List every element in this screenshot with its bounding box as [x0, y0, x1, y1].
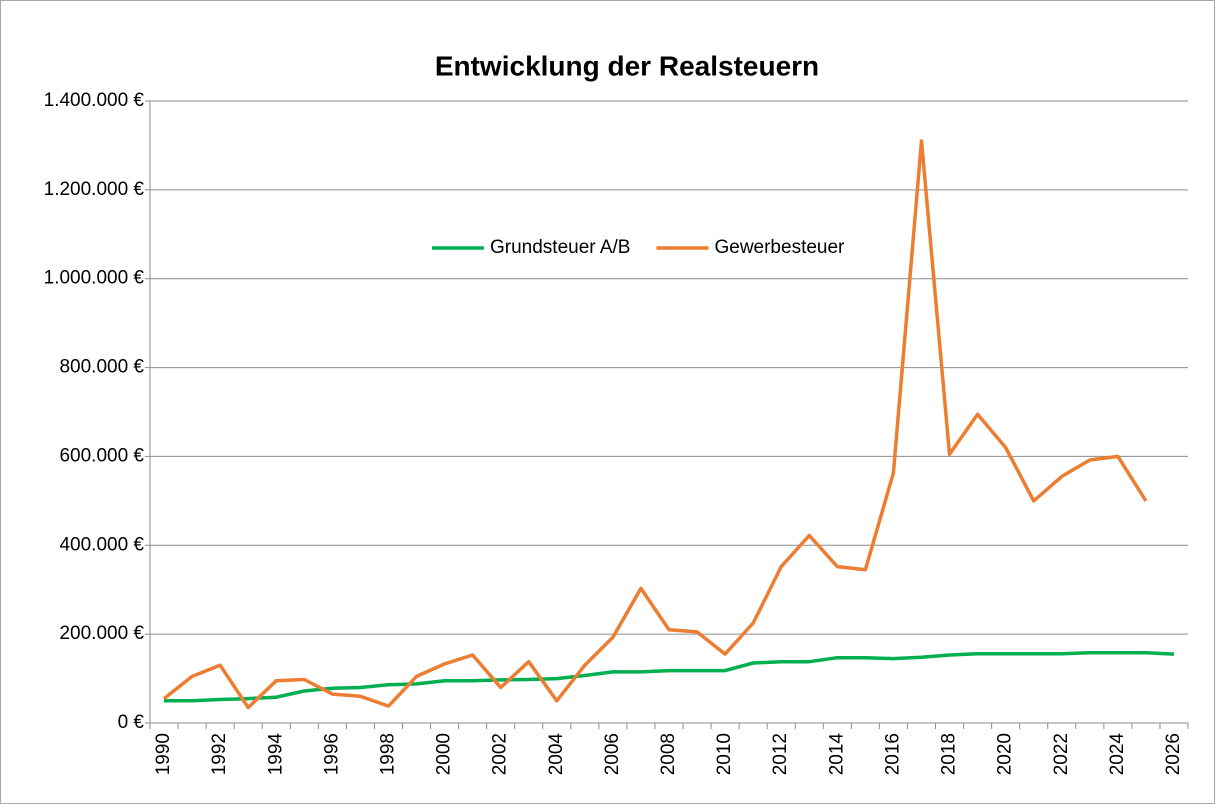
y-tick-label: 1.000.000 € — [44, 268, 145, 289]
data-line — [164, 651, 1175, 703]
y-tick-label: 1.200.000 € — [44, 179, 145, 200]
x-tick-label: 2002 — [490, 733, 511, 775]
x-tick-label: 1992 — [209, 733, 230, 775]
x-tick-label: 2000 — [434, 733, 455, 775]
x-tick-label: 2006 — [602, 733, 623, 775]
x-tick-label: 2024 — [1107, 733, 1128, 776]
x-tick-label: 2008 — [658, 733, 679, 775]
legend-label: Grundsteuer A/B — [490, 237, 630, 258]
legend-label: Gewerbesteuer — [714, 237, 845, 258]
x-tick-label: 2012 — [770, 733, 791, 775]
chart-title: Entwicklung der Realsteuern — [435, 50, 819, 81]
data-line — [162, 139, 1148, 710]
y-tick-label: 800.000 € — [59, 357, 144, 378]
x-tick-label: 1994 — [265, 733, 286, 776]
x-tick-label: 1998 — [377, 733, 398, 775]
y-tick-label: 400.000 € — [59, 534, 144, 555]
x-tick-label: 2022 — [1051, 733, 1072, 775]
x-tick-label: 2014 — [826, 733, 847, 776]
x-tick-label: 2020 — [995, 733, 1016, 775]
x-tick-label: 1990 — [153, 733, 174, 775]
y-tick-label: 200.000 € — [59, 623, 144, 644]
y-tick-label: 1.400.000 € — [44, 90, 145, 111]
x-tick-label: 2016 — [882, 733, 903, 775]
x-tick-label: 2010 — [714, 733, 735, 775]
y-tick-label: 600.000 € — [59, 445, 144, 466]
x-tick-label: 2018 — [939, 733, 960, 775]
x-tick-label: 2004 — [546, 733, 567, 776]
x-tick-label: 1996 — [321, 733, 342, 775]
y-tick-label: 0 € — [118, 712, 145, 733]
x-tick-label: 2026 — [1163, 733, 1184, 775]
